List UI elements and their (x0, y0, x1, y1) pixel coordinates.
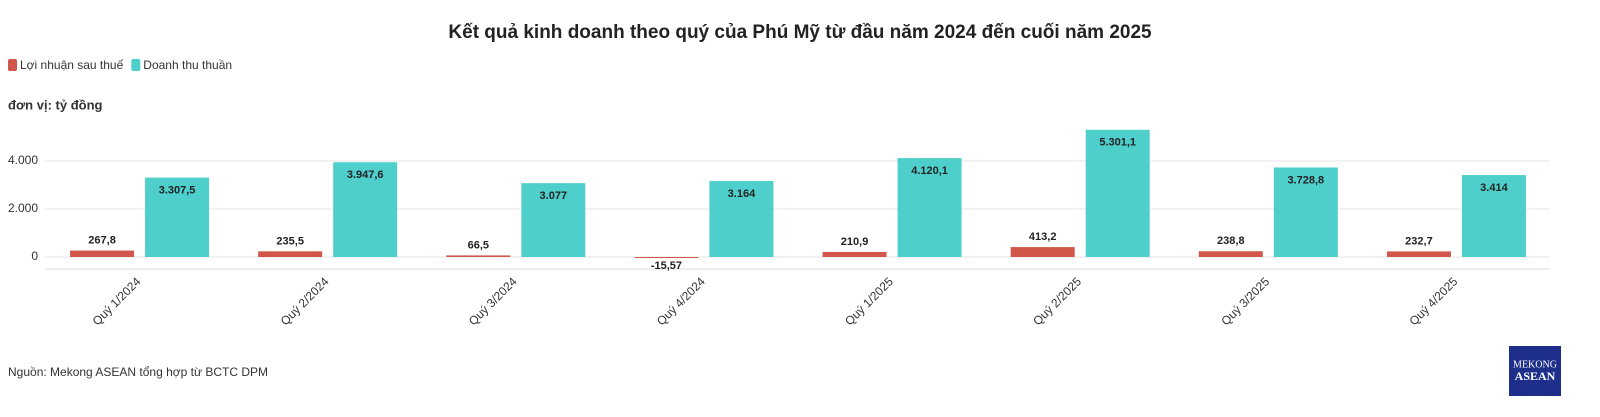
logo-box (1509, 346, 1561, 396)
bar (709, 181, 774, 257)
bar (1010, 247, 1075, 257)
bar (1461, 175, 1526, 257)
legend-label: Lợi nhuận sau thuế (20, 58, 124, 72)
value-label: -15,57 (651, 260, 682, 272)
bar (1198, 251, 1263, 257)
value-label: 3.414 (1480, 182, 1508, 194)
bar (822, 251, 887, 257)
logo-text: ASEAN (1515, 369, 1556, 383)
legend-label: Doanh thu thuần (143, 58, 232, 72)
legend-swatch (8, 59, 17, 71)
bar (897, 158, 962, 257)
value-label: 235,5 (276, 235, 304, 247)
chart-title: Kết quả kinh doanh theo quý của Phú Mỹ t… (448, 22, 1152, 43)
bar (145, 177, 210, 257)
value-label: 413,2 (1029, 231, 1057, 243)
value-label: 232,7 (1405, 235, 1433, 247)
value-label: 3.307,5 (159, 185, 196, 197)
value-label: 3.728,8 (1287, 174, 1324, 186)
source: Nguồn: Mekong ASEAN tổng hợp từ BCTC DPM (8, 365, 268, 379)
logo: MEKONG ASEAN (1509, 346, 1561, 396)
y-tick-label: 0 (31, 249, 38, 263)
bar (333, 162, 398, 257)
unit-label: đơn vị: tỷ đồng (8, 97, 103, 112)
value-label: 3.077 (540, 190, 568, 202)
x-tick-label: Quý 2/2024 (278, 274, 332, 328)
x-tick-label: Quý 2/2025 (1030, 274, 1084, 328)
y-tick-label: 4.000 (8, 153, 38, 167)
value-label: 5.301,1 (1099, 137, 1136, 149)
bar (1386, 251, 1451, 257)
x-tick-label: Quý 1/2025 (842, 274, 896, 328)
value-label: 3.164 (728, 188, 756, 200)
legend-swatch (131, 59, 141, 71)
value-label: 4.120,1 (911, 165, 948, 177)
bar (446, 255, 511, 257)
bar (1085, 129, 1150, 257)
value-label: 66,5 (468, 239, 489, 251)
bar (258, 251, 323, 257)
x-tick-label: Quý 3/2025 (1218, 274, 1272, 328)
x-tick-label: Quý 1/2024 (90, 274, 144, 328)
value-label: 210,9 (841, 236, 869, 248)
bar (70, 250, 135, 257)
bar (634, 257, 699, 258)
x-tick-label: Quý 4/2025 (1407, 274, 1461, 328)
logo-text: MEKONG (1513, 359, 1557, 370)
y-tick-label: 2.000 (8, 201, 38, 215)
value-label: 267,8 (88, 234, 116, 246)
bar (1273, 167, 1338, 257)
x-tick-label: Quý 3/2024 (466, 274, 520, 328)
value-label: 238,8 (1217, 235, 1245, 247)
value-label: 3.947,6 (347, 169, 384, 181)
bar (521, 183, 586, 257)
x-tick-label: Quý 4/2024 (654, 274, 708, 328)
